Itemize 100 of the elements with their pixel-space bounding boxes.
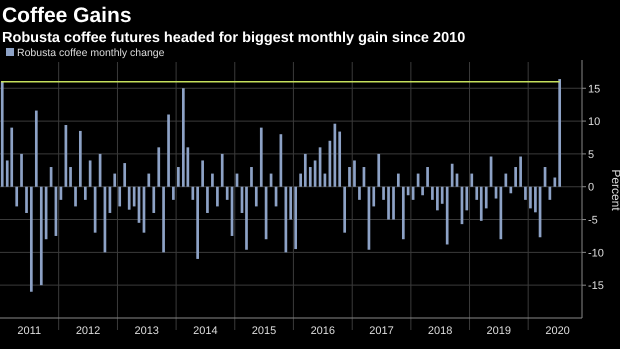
bar	[529, 186, 532, 208]
bar	[431, 186, 434, 200]
bar	[299, 174, 302, 187]
bar	[260, 128, 263, 187]
bar	[289, 186, 292, 220]
bar	[40, 186, 43, 286]
x-tick-label: 2012	[76, 325, 100, 337]
bar	[372, 186, 376, 206]
bar	[362, 167, 366, 187]
bar	[196, 186, 199, 259]
bar	[436, 186, 439, 210]
bar	[348, 167, 351, 187]
bar	[69, 167, 72, 187]
bar	[182, 88, 185, 187]
bar	[396, 174, 400, 187]
bar	[138, 186, 140, 223]
bar	[514, 167, 517, 187]
bar	[250, 167, 253, 187]
bar	[402, 186, 405, 240]
bar	[308, 167, 312, 187]
bar	[172, 186, 175, 200]
legend-label: Robusta coffee monthly change	[17, 47, 165, 59]
bar	[304, 154, 307, 187]
bar	[324, 174, 326, 187]
bar	[94, 186, 96, 233]
bar	[177, 167, 180, 187]
bar	[25, 186, 28, 213]
bar	[440, 186, 444, 204]
bar	[280, 134, 282, 187]
y-tick-label: -15	[588, 280, 604, 292]
bar	[132, 186, 136, 206]
bar	[74, 186, 77, 206]
y-tick-label: 0	[588, 182, 594, 194]
bar	[534, 186, 537, 212]
bar	[554, 178, 556, 187]
bar	[201, 160, 204, 187]
bar	[343, 186, 346, 233]
bar	[15, 186, 18, 206]
bar	[460, 186, 464, 224]
bar	[470, 174, 474, 187]
bar	[142, 186, 146, 233]
bar	[490, 156, 492, 187]
bar	[226, 186, 229, 200]
bar	[456, 174, 458, 187]
bar	[558, 79, 562, 187]
x-tick-label: 2020	[545, 325, 570, 337]
bar	[118, 186, 122, 206]
bar	[387, 186, 390, 220]
bar	[338, 132, 342, 187]
bar	[334, 124, 336, 187]
bar	[44, 186, 48, 240]
bar	[318, 147, 322, 187]
bar	[167, 114, 170, 187]
y-tick-label: 5	[588, 148, 594, 161]
y-tick-label: -10	[588, 247, 604, 260]
bar	[328, 140, 332, 187]
bar	[98, 154, 102, 187]
bar	[284, 186, 288, 252]
bar	[509, 186, 512, 194]
x-tick-label: 2019	[486, 325, 512, 337]
x-tick-label: 2013	[134, 325, 159, 337]
bar	[236, 174, 238, 187]
bar	[216, 186, 219, 206]
bar	[500, 186, 502, 240]
bar	[382, 186, 385, 200]
bar	[54, 186, 58, 236]
bar	[157, 147, 160, 187]
bar	[191, 186, 194, 200]
bar	[294, 186, 298, 250]
y-axis-title: Percent	[609, 169, 620, 212]
bar	[416, 174, 420, 187]
bar	[406, 186, 410, 196]
x-tick-label: 2015	[252, 325, 276, 337]
bar	[34, 110, 38, 187]
bar	[162, 186, 165, 252]
bar	[10, 128, 14, 187]
bar	[314, 160, 316, 187]
bar	[211, 174, 214, 187]
bar	[20, 154, 23, 187]
bar	[538, 186, 542, 238]
bar	[377, 154, 380, 187]
bar	[220, 154, 224, 187]
bar	[206, 186, 209, 213]
bar	[480, 186, 483, 221]
x-tick-label: 2014	[193, 325, 218, 337]
chart-subtitle: Robusta coffee futures headed for biggest monthly gain since 2010	[2, 30, 466, 46]
y-tick-label: -5	[588, 214, 598, 227]
chart-title: Coffee Gains	[2, 4, 132, 27]
bar	[368, 186, 370, 250]
y-tick-label: 10	[588, 116, 600, 128]
bar	[465, 186, 468, 210]
x-tick-label: 2016	[310, 325, 336, 337]
bar	[0, 82, 4, 187]
bar	[392, 186, 395, 220]
bar	[264, 186, 268, 240]
bar	[544, 167, 546, 187]
bar	[64, 125, 68, 187]
bar	[104, 186, 106, 252]
bar	[113, 174, 116, 187]
bar	[50, 167, 52, 187]
